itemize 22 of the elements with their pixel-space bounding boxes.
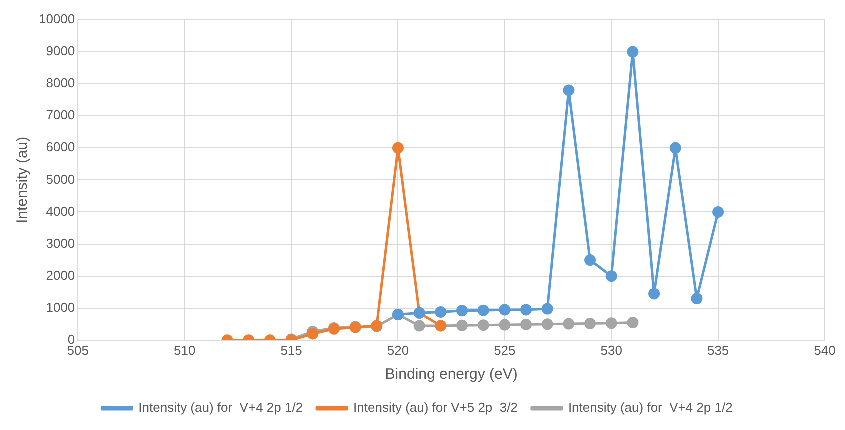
legend-label: Intensity (au) for V+5 2p 3/2 bbox=[354, 400, 518, 416]
x-tick-label: 515 bbox=[280, 342, 302, 358]
x-tick-label: 510 bbox=[174, 342, 196, 358]
y-tick-label: 6000 bbox=[46, 140, 76, 155]
y-tick-label: 3000 bbox=[46, 236, 76, 251]
y-tick-label: 10000 bbox=[38, 12, 76, 27]
y-tick-label: 4000 bbox=[46, 204, 76, 219]
y-tick-label: 9000 bbox=[46, 44, 76, 59]
x-axis-title: Binding energy (eV) bbox=[385, 366, 518, 384]
y-tick-label: 7000 bbox=[46, 108, 76, 123]
y-tick-label: 2000 bbox=[46, 268, 76, 283]
x-tick-label: 535 bbox=[707, 342, 730, 358]
x-tick-label: 525 bbox=[494, 342, 516, 358]
x-tick-label: 520 bbox=[387, 342, 410, 358]
y-axis-title: Intensity (au) bbox=[14, 136, 32, 224]
legend-label: Intensity (au) for V+4 2p 1/2 bbox=[568, 400, 733, 416]
y-tick-label: 1000 bbox=[46, 300, 76, 315]
y-tick-label: 8000 bbox=[46, 76, 76, 91]
x-tick-label: 530 bbox=[600, 342, 622, 358]
x-tick-label: 540 bbox=[814, 342, 836, 358]
legend-label: Intensity (au) for V+4 2p 1/2 bbox=[138, 400, 304, 416]
y-tick-label: 5000 bbox=[46, 172, 76, 187]
